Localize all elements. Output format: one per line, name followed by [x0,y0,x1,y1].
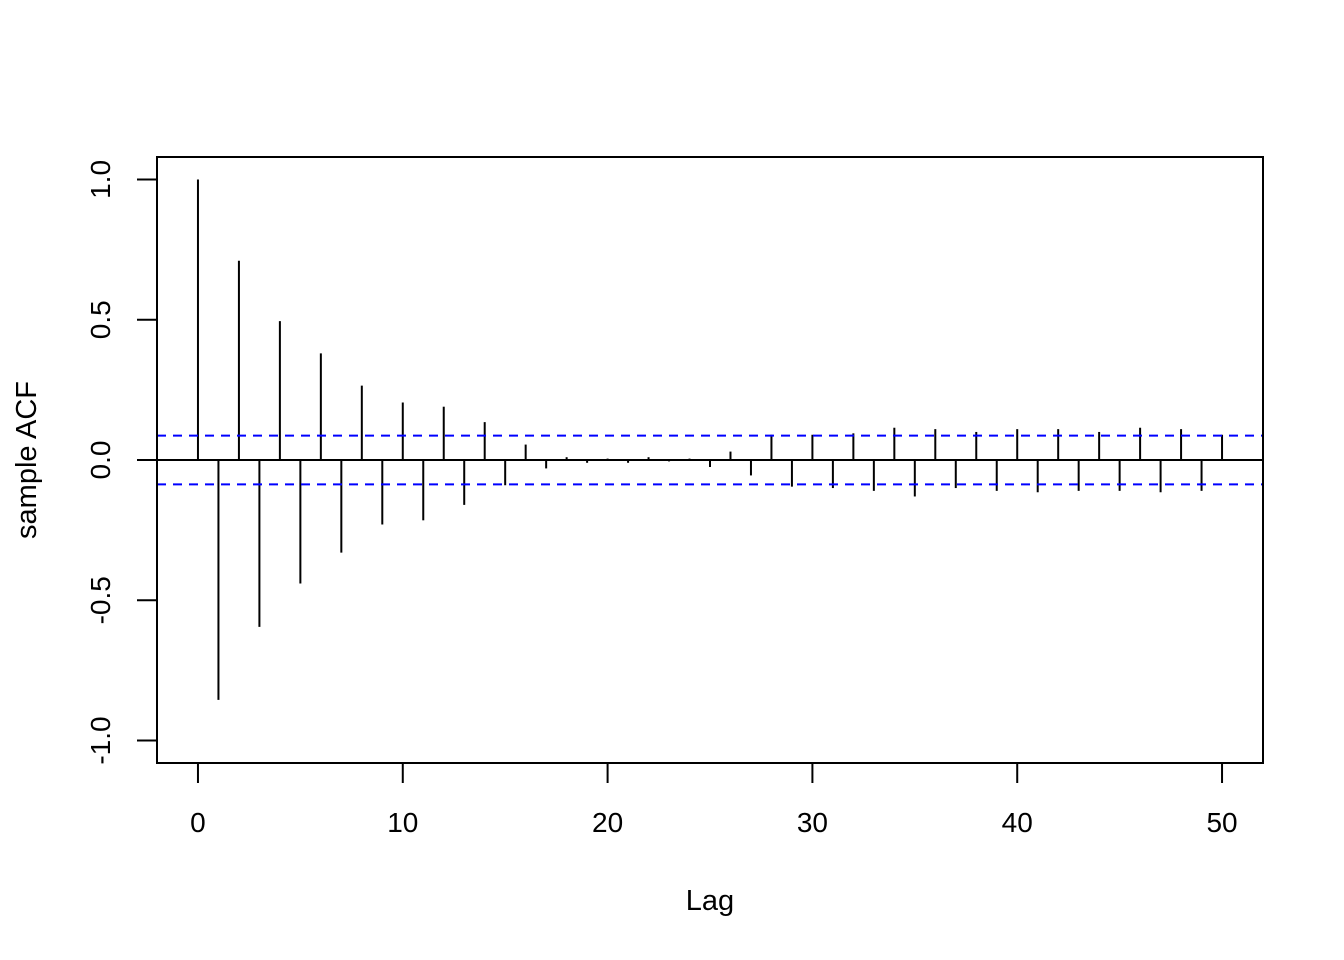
acf-bars [196,179,1224,700]
y-tick-label: 0.5 [85,300,116,339]
x-tick-label: 0 [190,807,206,838]
y-tick-label: 0.0 [85,441,116,480]
y-tick-label: -0.5 [85,576,116,624]
y-axis-title: sample ACF [11,381,43,539]
x-tick-label: 30 [797,807,828,838]
x-tick-label: 40 [1002,807,1033,838]
y-tick-label: -1.0 [85,716,116,764]
x-tick-label: 20 [592,807,623,838]
y-tick-label: 1.0 [85,160,116,199]
y-axis: -1.0 -0.5 0.0 0.5 1.0 [85,160,158,765]
x-tick-label: 10 [387,807,418,838]
x-tick-label: 50 [1206,807,1237,838]
x-axis-title: Lag [686,885,734,917]
x-axis: 0 10 20 30 40 50 [190,762,1238,838]
